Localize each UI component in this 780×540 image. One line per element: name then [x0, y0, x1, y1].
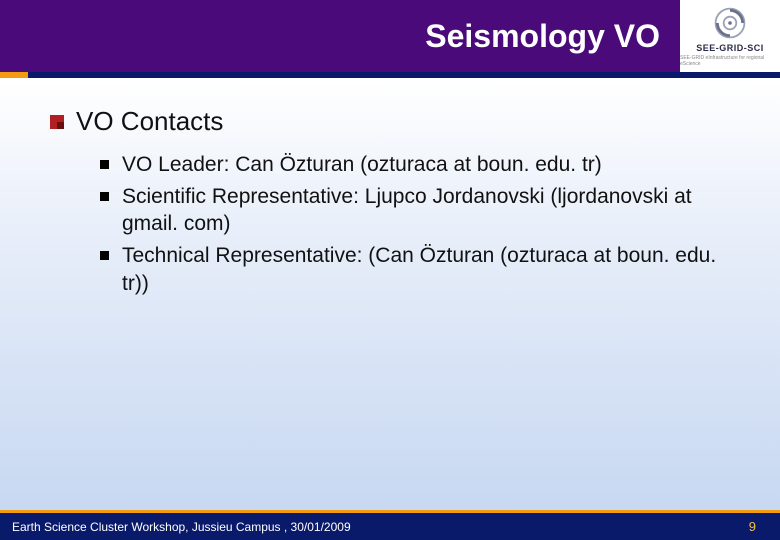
list-item: Scientific Representative: Ljupco Jordan…	[100, 183, 730, 238]
logo-swirl-icon	[712, 5, 748, 41]
header: Seismology VO SEE-GRID-SCI SEE-GRID eInf…	[0, 0, 780, 72]
footer: Earth Science Cluster Workshop, Jussieu …	[0, 510, 780, 540]
logo-text: SEE-GRID-SCI	[696, 43, 764, 53]
section-title: VO Contacts	[76, 106, 223, 137]
page-number: 9	[749, 519, 756, 534]
logo-subtext: SEE-GRID eInfrastructure for regional eS…	[680, 55, 780, 67]
header-title-bar: Seismology VO	[0, 0, 680, 72]
list-item: VO Leader: Can Özturan (ozturaca at boun…	[100, 151, 730, 179]
header-logo-area: SEE-GRID-SCI SEE-GRID eInfrastructure fo…	[680, 0, 780, 72]
section-heading: VO Contacts	[50, 106, 730, 137]
footer-text: Earth Science Cluster Workshop, Jussieu …	[12, 520, 351, 534]
slide: Seismology VO SEE-GRID-SCI SEE-GRID eInf…	[0, 0, 780, 540]
slide-title: Seismology VO	[425, 18, 660, 55]
section-bullet-icon	[50, 115, 64, 129]
list-item: Technical Representative: (Can Özturan (…	[100, 242, 730, 297]
content-area: VO Contacts VO Leader: Can Özturan (oztu…	[0, 78, 780, 510]
contact-list: VO Leader: Can Özturan (ozturaca at boun…	[50, 151, 730, 298]
